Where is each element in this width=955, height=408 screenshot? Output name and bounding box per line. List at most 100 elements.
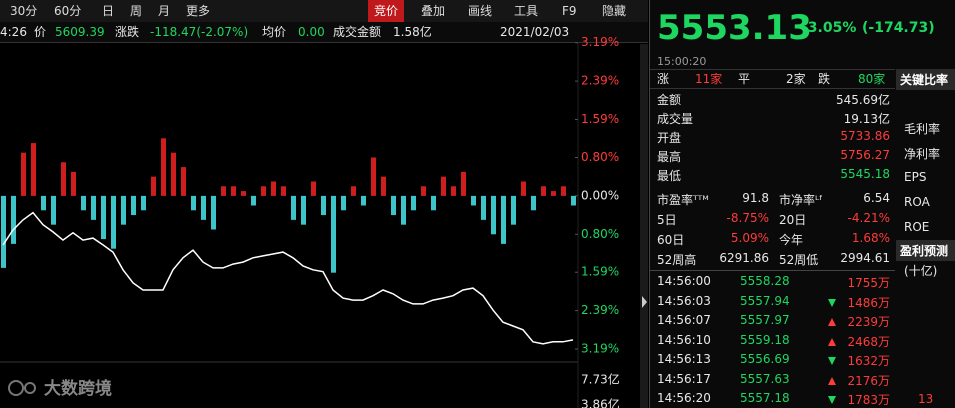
toolbar-button[interactable]: 叠加 — [421, 4, 446, 18]
arrow-up — [828, 318, 836, 326]
tick-price: 5557.63 — [740, 371, 790, 386]
y-tick-label: 2.39% — [581, 303, 619, 317]
collapse-button[interactable] — [642, 296, 647, 308]
tick-price: 5559.18 — [740, 332, 790, 347]
toolbar-button[interactable]: 日 — [102, 4, 115, 18]
logo — [24, 382, 36, 394]
bar — [281, 186, 286, 196]
scrollbar[interactable] — [640, 44, 648, 408]
bar — [441, 176, 446, 196]
change-abs: (-174.73) — [862, 20, 935, 36]
toolbar-button[interactable]: 周 — [130, 4, 143, 18]
bar — [11, 195, 16, 244]
tick-time: 14:56:20 — [657, 391, 711, 405]
side-item: 净利率 — [904, 147, 941, 161]
bar — [131, 195, 136, 216]
down-count: 80家 — [858, 72, 886, 86]
bar — [431, 195, 436, 211]
label: 平 — [738, 72, 751, 86]
toolbar-button[interactable]: F9 — [562, 4, 577, 18]
stat-value: 5545.18 — [840, 167, 890, 181]
y-tick-label: 0.00% — [581, 188, 619, 202]
bar — [71, 171, 76, 196]
date: 2021/02/03 — [500, 25, 570, 39]
bar — [561, 186, 566, 196]
tick-volume: 2239万 — [847, 315, 890, 329]
stat-label: 最低 — [657, 169, 682, 183]
arrow-up — [828, 376, 836, 385]
ratio-label: 20日 — [779, 213, 807, 227]
side-item: ROA — [904, 195, 930, 209]
bar — [301, 195, 306, 225]
bar — [471, 195, 476, 206]
arrow-down — [828, 396, 836, 404]
last-price: 5553.13 — [657, 8, 812, 48]
bar — [181, 167, 186, 196]
bar — [361, 195, 366, 206]
toolbar-button[interactable]: 工具 — [514, 4, 539, 18]
watermark: 大数跨境 — [44, 378, 112, 399]
avg: 0.00 — [298, 25, 325, 39]
side-item: ROE — [904, 220, 930, 234]
ratio-value: 2994.61 — [840, 251, 890, 265]
intraday-chart: 大数跨境 3.19% 2.39% 1.59% 0.80% 0.00% 0.80% 1.59%… — [0, 35, 648, 408]
tick-time: 14:56:17 — [657, 371, 711, 386]
ratio-label: 市盈率ᵀᵀᴹ — [657, 193, 709, 207]
bar — [141, 195, 146, 211]
tick-time: 14:56:07 — [657, 313, 711, 327]
bar — [41, 195, 46, 211]
tick-time: 14:56:00 — [657, 274, 711, 288]
ratio-label: 5日 — [657, 213, 677, 227]
ratio-label: 60日 — [657, 233, 685, 247]
stat-label: 金额 — [657, 93, 682, 107]
tick-volume: 2468万 — [847, 334, 890, 349]
side-header[interactable]: 关键比率 — [896, 69, 955, 90]
toolbar-button[interactable]: 30分 — [10, 4, 38, 18]
y-tick-label: 1.59% — [581, 112, 619, 126]
bar — [151, 176, 156, 196]
bar — [521, 181, 526, 196]
bar — [271, 181, 276, 196]
forecast-header[interactable]: 盈利预测 — [896, 240, 955, 261]
bar — [351, 186, 356, 196]
info-bar: 4:26 价 5609.39 涨跌 -118.47(-2.07%) 均价 0.0… — [0, 22, 648, 43]
bar — [61, 162, 66, 196]
tick-volume: 1783万 — [847, 393, 890, 407]
price-line — [2, 211, 574, 345]
bar — [481, 195, 486, 220]
ratio-value: 5.09% — [730, 231, 769, 245]
tick-time: 14:56:13 — [657, 352, 711, 366]
label: 跌 — [818, 72, 831, 86]
bar — [511, 195, 516, 225]
toolbar-button[interactable]: 竞价 — [368, 0, 405, 22]
ratio-value: 91.8 — [742, 191, 769, 205]
y-tick-label: 1.59% — [581, 265, 619, 279]
label: 均价 — [262, 25, 287, 39]
tick-volume: 1486万 — [847, 295, 890, 310]
stat-value: 5756.27 — [840, 148, 890, 162]
ratio-label: 52周低 — [779, 253, 819, 267]
volume-tick-label: 7.73亿 — [581, 372, 620, 387]
tick-volume: 1632万 — [847, 354, 890, 368]
bar — [21, 152, 26, 196]
bar — [391, 195, 396, 216]
toolbar-button[interactable]: 更多 — [186, 4, 211, 18]
divider — [650, 270, 895, 271]
flat-count: 2家 — [786, 72, 806, 86]
toolbar-button[interactable]: 60分 — [54, 4, 82, 18]
page-number: 13 — [918, 392, 934, 406]
amount: 1.58亿 — [393, 25, 432, 39]
toolbar-button[interactable]: 隐藏 — [602, 4, 627, 18]
label: 涨跌 — [115, 25, 140, 39]
bar — [371, 157, 376, 196]
change: -118.47(-2.07%) — [150, 25, 249, 39]
bar — [231, 186, 236, 196]
tick-volume: 2176万 — [847, 373, 890, 388]
toolbar-button[interactable]: 画线 — [468, 4, 493, 18]
bar — [121, 195, 126, 225]
bar — [401, 195, 406, 225]
arrow-down — [828, 357, 836, 365]
bar — [211, 195, 216, 230]
bar — [311, 181, 316, 196]
toolbar-button[interactable]: 月 — [158, 4, 171, 18]
